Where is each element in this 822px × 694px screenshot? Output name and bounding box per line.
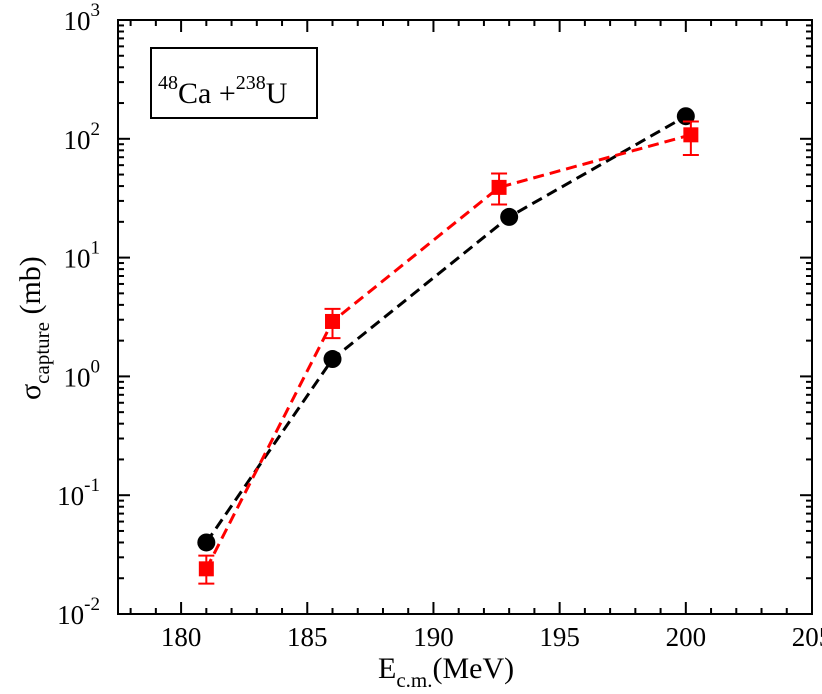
y-tick-label-base: 10 (64, 244, 91, 274)
y-tick-label-exp: 0 (91, 356, 101, 377)
y-axis-title-rest: (mb) (14, 256, 47, 322)
reaction-label-text2: U (266, 77, 288, 110)
x-tick-label: 195 (539, 622, 580, 652)
y-tick-label: 100 (64, 356, 101, 392)
x-axis-ticks: 180 185 190 195 200 205 (129, 20, 822, 652)
y-axis-title-sub: capture (30, 322, 54, 384)
x-tick-label: 185 (287, 622, 328, 652)
x-tick-label: 190 (413, 622, 454, 652)
reaction-label-text1: Ca + (178, 77, 236, 110)
y-tick-label: 10-2 (57, 594, 100, 630)
series-experiment (198, 120, 699, 585)
data-point-theory (197, 533, 216, 552)
y-axis-title: σcapture (mb) (14, 256, 54, 400)
y-tick-label: 102 (64, 119, 101, 155)
data-point-experiment (325, 313, 341, 329)
reaction-label-box: 48Ca +238U (150, 47, 318, 119)
y-tick-label-base: 10 (64, 125, 91, 155)
data-point-experiment (683, 127, 699, 143)
series-theory (197, 107, 695, 552)
plot-frame (117, 19, 813, 615)
reaction-label-sup1: 48 (158, 72, 178, 94)
reaction-label: 48Ca +238U (158, 72, 288, 110)
x-axis-title-main: E (378, 652, 396, 685)
reaction-label-sup2: 238 (236, 72, 266, 94)
x-tick-label: 180 (161, 622, 202, 652)
y-tick-label: 10-1 (57, 475, 100, 511)
x-tick-label: 205 (792, 622, 822, 652)
x-axis-title-rest: (MeV) (432, 652, 514, 685)
series-line-experiment (204, 133, 692, 570)
reaction-label-frame (150, 47, 318, 119)
y-tick-label-base: 10 (57, 481, 84, 511)
y-tick-label: 103 (64, 0, 101, 36)
y-tick-label: 101 (64, 238, 101, 274)
data-point-experiment (198, 561, 214, 577)
x-axis-title-sub: c.m. (396, 668, 432, 692)
y-tick-label-exp: 2 (91, 119, 101, 140)
y-axis-title-main: σ (14, 384, 47, 400)
y-tick-label-base: 10 (64, 362, 91, 392)
y-tick-label-exp: 1 (91, 238, 101, 259)
y-tick-label-base: 10 (64, 6, 91, 36)
data-point-experiment (491, 179, 507, 195)
data-point-theory (676, 107, 695, 126)
y-tick-label-exp: -2 (84, 594, 100, 615)
x-axis-title: Ec.m.(MeV) (378, 652, 514, 692)
x-tick-label: 200 (666, 622, 707, 652)
data-point-theory (500, 207, 519, 226)
data-point-theory (323, 350, 342, 369)
y-tick-label-exp: 3 (91, 0, 101, 21)
y-tick-label-base: 10 (57, 600, 84, 630)
series-line-theory (205, 114, 687, 544)
y-tick-label-exp: -1 (84, 475, 100, 496)
series-layer (197, 107, 699, 585)
